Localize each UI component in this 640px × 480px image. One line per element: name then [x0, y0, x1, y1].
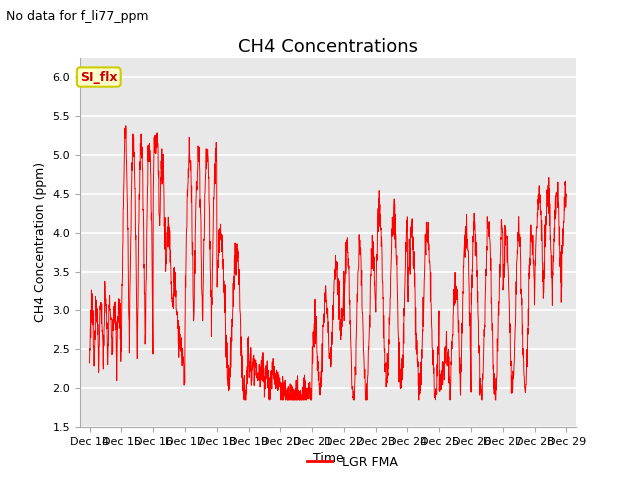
- X-axis label: Time: Time: [312, 453, 344, 466]
- Title: CH4 Concentrations: CH4 Concentrations: [238, 38, 418, 56]
- Text: SI_flx: SI_flx: [80, 71, 118, 84]
- Legend: LGR FMA: LGR FMA: [301, 451, 403, 474]
- Y-axis label: CH4 Concentration (ppm): CH4 Concentration (ppm): [34, 162, 47, 323]
- Text: No data for f_li77_ppm: No data for f_li77_ppm: [6, 10, 149, 23]
